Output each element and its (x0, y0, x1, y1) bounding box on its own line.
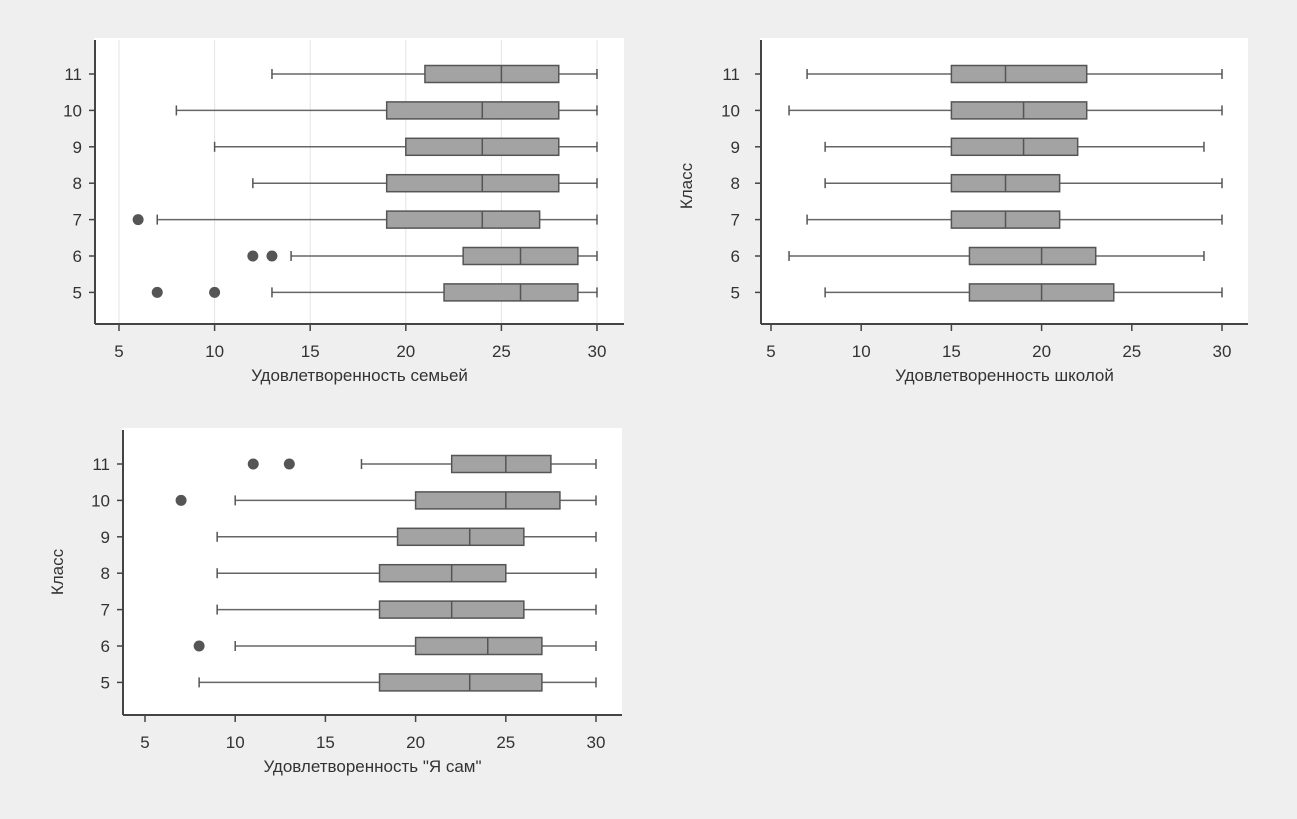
y-tick-label: 9 (101, 528, 110, 547)
box-class-8 (252, 173, 598, 193)
y-tick-label: 10 (91, 491, 110, 510)
y-tick-label: 7 (731, 211, 740, 230)
y-tick-label: 7 (73, 211, 82, 230)
y-tick-label: 8 (731, 174, 740, 193)
x-tick-label: 5 (766, 342, 775, 361)
box-class-8 (824, 173, 1223, 193)
outlier-point (209, 286, 221, 298)
panel-self-satisfaction: 5 10 15 20 25 30 Удовлетворенность "Я сам" Клас… (48, 428, 622, 776)
x-axis-title: Удовлетворенность школой (895, 366, 1114, 385)
y-tick-label: 9 (731, 138, 740, 157)
x-tick-label: 30 (588, 342, 607, 361)
x-tick-label: 15 (942, 342, 961, 361)
box-class-6 (193, 636, 597, 656)
iqr-box (414, 491, 561, 510)
outlier-point (247, 458, 259, 470)
iqr-box (414, 636, 543, 656)
box-class-5 (824, 283, 1223, 302)
y-tick-label: 5 (73, 283, 82, 302)
iqr-box (950, 64, 1088, 84)
y-tick-label: 9 (73, 138, 82, 157)
x-tick-label: 15 (316, 733, 335, 752)
x-tick-label: 10 (205, 342, 224, 361)
y-tick-label: 11 (722, 65, 740, 84)
x-tick-label: 5 (114, 342, 123, 361)
x-tick-label: 30 (587, 733, 606, 752)
y-tick-label: 7 (101, 601, 110, 620)
x-tick-label: 20 (396, 342, 415, 361)
y-tick-label: 6 (731, 247, 740, 266)
iqr-box (950, 101, 1088, 120)
outlier-point (247, 250, 259, 262)
iqr-box (443, 283, 579, 302)
box-class-6 (247, 246, 598, 266)
iqr-box (385, 101, 560, 120)
y-tick-label: 6 (73, 247, 82, 266)
box-class-6 (788, 246, 1205, 266)
box-class-11 (271, 64, 598, 84)
y-axis-title: Класс (48, 548, 67, 595)
y-tick-label: 11 (64, 65, 82, 84)
iqr-box (378, 673, 543, 692)
x-tick-label: 10 (226, 733, 245, 752)
iqr-box (968, 246, 1097, 266)
iqr-box (396, 527, 525, 547)
box-class-9 (216, 527, 597, 547)
outlier-point (266, 250, 278, 262)
box-class-10 (175, 491, 597, 510)
iqr-box (385, 173, 560, 193)
box-class-8 (216, 563, 597, 583)
y-tick-label: 10 (721, 101, 740, 120)
x-axis-title: Удовлетворенность "Я сам" (263, 757, 481, 776)
box-class-11 (806, 64, 1223, 84)
outlier-point (193, 640, 205, 652)
box-class-11 (247, 454, 597, 474)
y-tick-label: 11 (92, 455, 110, 474)
x-axis-title: Удовлетворенность семьей (251, 366, 468, 385)
iqr-box (385, 210, 541, 229)
y-tick-label: 8 (101, 564, 110, 583)
x-tick-label: 20 (406, 733, 425, 752)
iqr-box (450, 454, 552, 474)
x-tick-label: 30 (1213, 342, 1232, 361)
panel-family-satisfaction: 5 10 15 20 25 30 Удовлетворенность семьей 11 10 9… (63, 38, 624, 385)
y-tick-label: 5 (731, 283, 740, 302)
x-tick-label: 25 (492, 342, 511, 361)
x-tick-label: 25 (1122, 342, 1141, 361)
box-class-10 (788, 101, 1223, 120)
y-tick-label: 10 (63, 101, 82, 120)
box-class-7 (806, 210, 1223, 229)
iqr-box (950, 137, 1079, 157)
x-tick-label: 25 (496, 733, 515, 752)
box-class-5 (151, 283, 598, 302)
box-class-9 (213, 137, 598, 157)
box-class-10 (175, 101, 598, 120)
x-tick-label: 5 (140, 733, 149, 752)
x-tick-label: 15 (301, 342, 320, 361)
x-tick-label: 20 (1032, 342, 1051, 361)
plot-area (122, 428, 622, 714)
box-class-7 (132, 210, 598, 229)
iqr-box (424, 64, 560, 84)
x-tick-label: 10 (852, 342, 871, 361)
panel-school-satisfaction: 5 10 15 20 25 30 Удовлетворенность школой Класс… (677, 38, 1248, 385)
box-class-7 (216, 600, 597, 619)
box-class-9 (824, 137, 1205, 157)
y-tick-label: 5 (101, 673, 110, 692)
outlier-point (175, 494, 187, 506)
box-class-5 (198, 673, 597, 692)
outlier-point (151, 286, 163, 298)
outlier-point (132, 214, 144, 226)
outlier-point (283, 458, 295, 470)
y-tick-label: 8 (73, 174, 82, 193)
y-tick-label: 6 (101, 637, 110, 656)
iqr-box (378, 563, 507, 583)
y-axis-title: Класс (677, 162, 696, 209)
